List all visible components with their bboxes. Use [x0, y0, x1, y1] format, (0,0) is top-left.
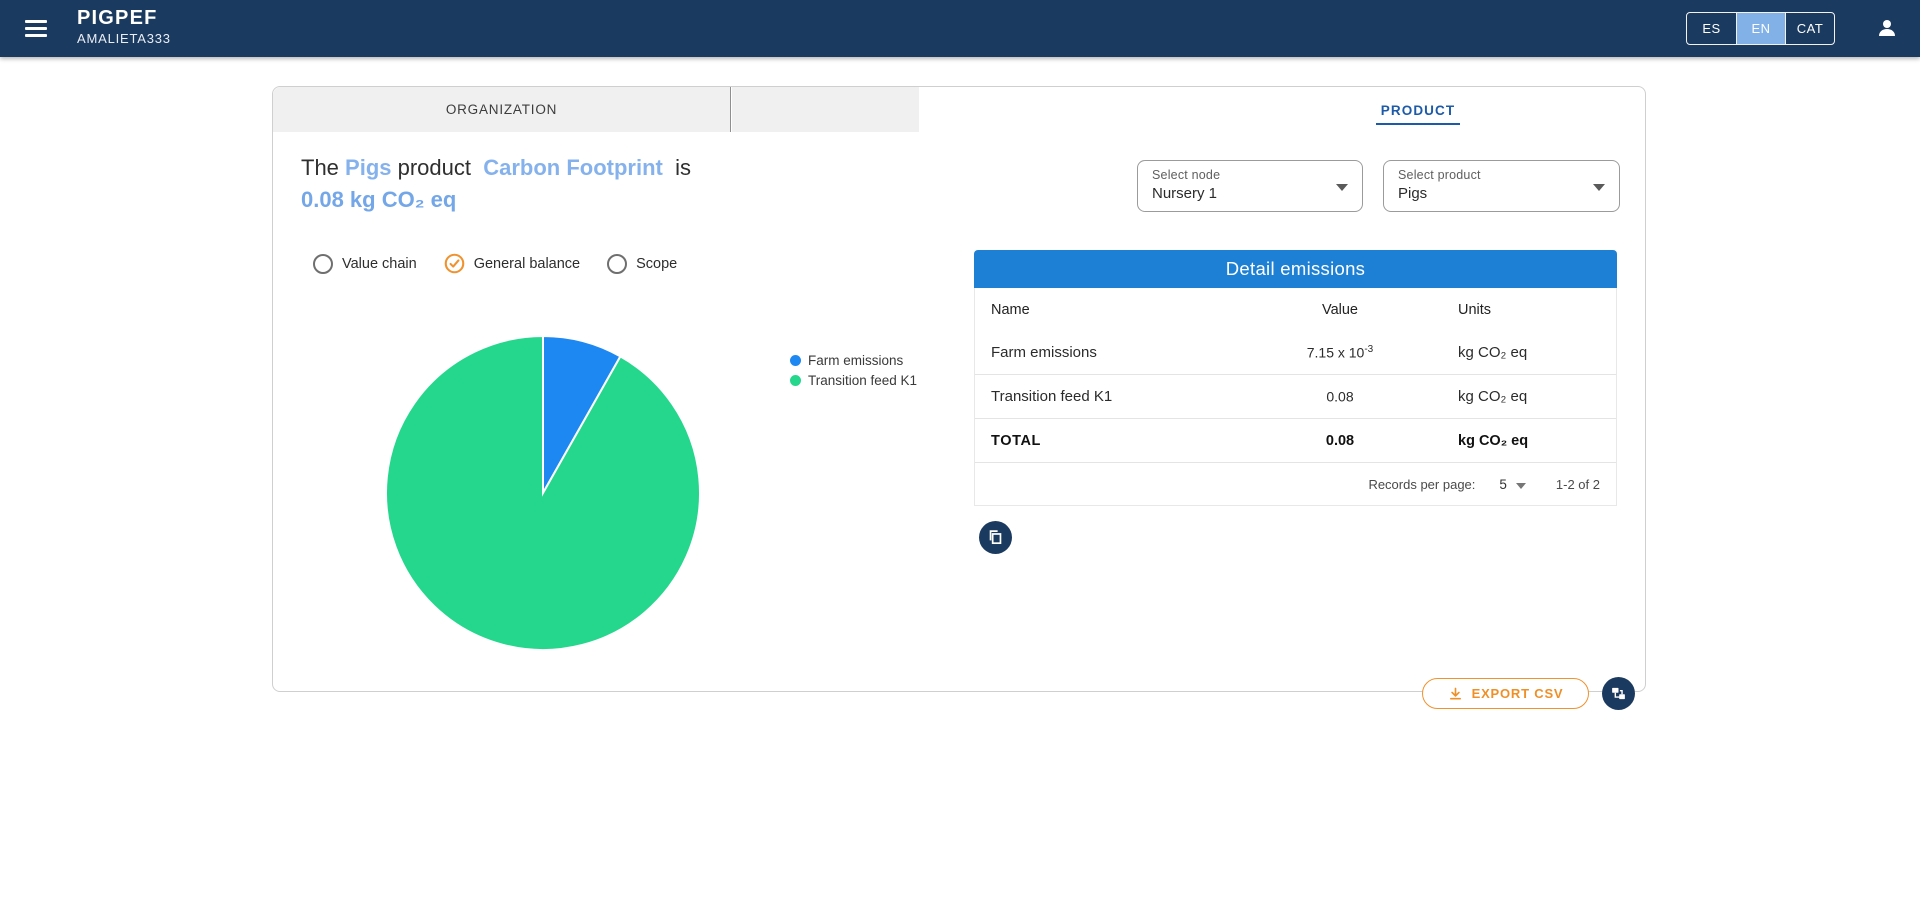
tab-organization[interactable]: ORGANIZATION: [273, 87, 731, 132]
detail-emissions-table: Detail emissions Name Value Units Farm e…: [974, 250, 1617, 506]
legend-label: Transition feed K1: [808, 373, 918, 388]
radio-label: Scope: [636, 255, 678, 272]
legend-item: Transition feed K1: [790, 373, 917, 388]
radio-circle-icon: [313, 253, 333, 274]
legend-label: Farm emissions: [808, 353, 904, 368]
check-circle-icon: [444, 253, 465, 274]
diagram-button[interactable]: [1602, 677, 1635, 710]
select-node-label: Select node: [1152, 168, 1221, 182]
headline-carbon-footprint: Carbon Footprint: [483, 155, 663, 180]
page-size-select[interactable]: 5: [1499, 477, 1526, 492]
tab-product[interactable]: PRODUCT: [1189, 87, 1647, 132]
copy-button[interactable]: [979, 521, 1012, 554]
records-per-page-label: Records per page:: [1368, 476, 1476, 492]
emissions-pie-chart: [383, 333, 703, 653]
language-switcher: ES EN CAT: [1686, 12, 1835, 45]
select-product-value: Pigs: [1398, 185, 1428, 202]
download-icon: [1449, 687, 1461, 699]
export-csv-label: EXPORT CSV: [1471, 686, 1564, 701]
table-title: Detail emissions: [974, 250, 1617, 288]
app-title: PIGPEF: [77, 7, 158, 29]
main-card: ORGANIZATION PRODUCT The Pigs product Ca…: [272, 86, 1646, 710]
table-paginator: Records per page: 5 1-2 of 2: [975, 463, 1616, 505]
select-product-label: Select product: [1398, 168, 1481, 182]
lang-button-en[interactable]: EN: [1736, 13, 1785, 44]
export-csv-button[interactable]: EXPORT CSV: [1422, 678, 1589, 709]
tab-product-label: PRODUCT: [1375, 103, 1461, 125]
radio-general-balance[interactable]: General balance: [444, 253, 580, 274]
legend-item: Farm emissions: [790, 353, 917, 368]
table-row: Transition feed K1 0.08 kg CO₂ eq: [975, 375, 1616, 419]
select-node-value: Nursery 1: [1152, 185, 1218, 202]
select-node-dropdown[interactable]: Select node Nursery 1: [1137, 160, 1363, 212]
pie-slice[interactable]: [385, 334, 701, 651]
table-column-headers: Name Value Units: [975, 288, 1616, 331]
select-product-dropdown[interactable]: Select product Pigs: [1383, 160, 1620, 212]
table-total-row: TOTAL 0.08 kg CO₂ eq: [975, 419, 1616, 463]
col-value: Value: [1321, 301, 1358, 318]
tab-bar: ORGANIZATION PRODUCT: [273, 87, 1645, 132]
radio-label: General balance: [473, 255, 581, 272]
top-navbar: PIGPEF AMALIETA333 ES EN CAT: [0, 0, 1920, 57]
lang-button-cat[interactable]: CAT: [1785, 13, 1834, 44]
col-name: Name: [991, 301, 1030, 318]
radio-value-chain[interactable]: Value chain: [313, 253, 417, 274]
chevron-down-icon: [1336, 184, 1348, 191]
legend-dot-icon: [790, 375, 801, 386]
chevron-down-icon: [1515, 482, 1526, 489]
pie-legend: Farm emissions Transition feed K1: [790, 353, 917, 393]
col-units: Units: [1458, 301, 1492, 318]
user-account-icon[interactable]: [1875, 16, 1899, 40]
sitemap-icon: [1612, 687, 1625, 700]
balance-radio-group: Value chain General balance Scope: [313, 253, 677, 274]
headline: The Pigs product Carbon Footprint is: [301, 155, 691, 180]
radio-scope[interactable]: Scope: [607, 253, 678, 274]
table-row: Farm emissions 7.15 x 10-3 kg CO₂ eq: [975, 331, 1616, 375]
footprint-value: 0.08 kg CO₂ eq: [301, 187, 457, 212]
copy-icon: [989, 530, 1002, 545]
radio-label: Value chain: [342, 255, 417, 272]
legend-dot-icon: [790, 355, 801, 366]
page-range-label: 1-2 of 2: [1555, 476, 1600, 492]
chevron-down-icon: [1593, 184, 1605, 191]
headline-product: Pigs: [345, 155, 392, 180]
username: AMALIETA333: [77, 31, 171, 46]
radio-circle-icon: [607, 253, 628, 274]
menu-icon[interactable]: [25, 16, 51, 40]
brand: PIGPEF AMALIETA333: [77, 7, 171, 46]
tab-header-filler: [732, 87, 919, 132]
lang-button-es[interactable]: ES: [1702, 21, 1721, 36]
